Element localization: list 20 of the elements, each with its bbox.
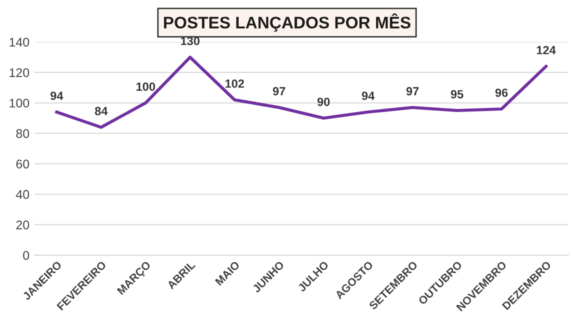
data-label: 96 xyxy=(495,88,508,97)
data-label: 97 xyxy=(272,87,286,96)
data-label: 84 xyxy=(94,106,108,116)
data-label: 102 xyxy=(226,79,244,88)
y-tick-label: 60 xyxy=(16,160,30,168)
data-label: 94 xyxy=(50,92,64,100)
y-tick-label: 0 xyxy=(23,250,30,260)
y-tick-label: 40 xyxy=(16,190,30,199)
data-label: 124 xyxy=(536,46,556,54)
data-label: 100 xyxy=(136,82,156,91)
data-label: 97 xyxy=(406,87,419,96)
y-tick-label: 20 xyxy=(16,220,30,230)
data-label: 90 xyxy=(317,98,330,106)
data-label: 94 xyxy=(362,92,375,100)
y-tick-label: 120 xyxy=(10,68,30,78)
y-tick-label: 80 xyxy=(16,129,30,138)
data-label: 95 xyxy=(450,90,464,98)
y-tick-label: 140 xyxy=(10,38,30,47)
y-tick-label: 100 xyxy=(10,98,30,108)
chart-title: POSTES LANÇADOS POR MÊS xyxy=(164,13,410,32)
